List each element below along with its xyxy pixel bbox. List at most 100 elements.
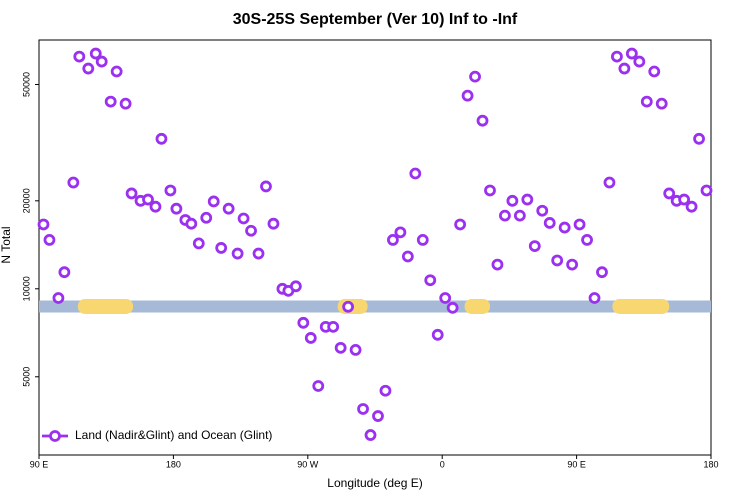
point: [521, 193, 534, 206]
point: [164, 184, 177, 197]
point: [394, 226, 407, 239]
point: [611, 50, 623, 63]
point: [439, 292, 452, 304]
y-tick-label: 20000: [21, 188, 31, 213]
point: [618, 62, 631, 75]
x-axis-label: Longitude (deg E): [327, 476, 422, 490]
point: [409, 167, 422, 180]
point: [469, 70, 481, 83]
point: [484, 184, 496, 197]
point: [155, 132, 168, 145]
point: [119, 97, 132, 110]
point: [312, 380, 325, 392]
band-highlight: [77, 298, 134, 314]
y-tick-label: 10000: [21, 276, 31, 301]
x-tick-label: 180: [703, 459, 718, 469]
point: [700, 184, 713, 197]
point: [267, 217, 280, 230]
point: [678, 193, 691, 206]
point: [185, 217, 198, 230]
point: [581, 233, 593, 246]
point: [596, 266, 608, 279]
point: [43, 233, 56, 246]
point: [401, 250, 414, 263]
point: [297, 316, 310, 329]
point: [52, 292, 65, 304]
point: [454, 218, 467, 231]
x-tick-label: 90 E: [30, 459, 49, 469]
point: [349, 343, 362, 356]
x-tick-label: 90 E: [567, 459, 586, 469]
point: [416, 233, 429, 246]
point: [110, 65, 123, 78]
point: [260, 180, 272, 193]
point: [372, 410, 384, 422]
point: [73, 50, 86, 63]
point: [663, 187, 676, 200]
point: [357, 403, 369, 415]
point: [222, 202, 235, 215]
point: [640, 95, 653, 108]
point: [231, 247, 244, 260]
point: [387, 233, 399, 246]
point: [625, 47, 638, 60]
point: [424, 274, 437, 287]
band-highlight: [612, 298, 670, 314]
point: [693, 132, 705, 145]
point: [536, 204, 549, 217]
point: [334, 341, 347, 354]
point: [327, 320, 340, 333]
point: [461, 89, 474, 102]
point: [149, 200, 162, 213]
point: [58, 266, 71, 279]
point: [95, 55, 108, 68]
point: [192, 237, 205, 250]
x-tick-label: 180: [166, 459, 181, 469]
point: [200, 211, 213, 224]
point: [446, 301, 459, 314]
y-tick-label: 50000: [21, 72, 31, 97]
point: [573, 218, 586, 231]
legend-marker: [49, 430, 61, 442]
point: [551, 254, 564, 267]
point: [528, 240, 541, 252]
point: [67, 176, 80, 189]
point: [364, 429, 377, 441]
point: [648, 65, 661, 78]
x-tick-label: 0: [440, 459, 445, 469]
band-highlight: [464, 298, 490, 314]
point: [566, 258, 579, 271]
point: [37, 218, 50, 231]
x-tick-label: 90 W: [297, 459, 319, 469]
point: [379, 384, 392, 397]
legend-label: Land (Nadir&Glint) and Ocean (Glint): [75, 428, 272, 442]
point: [104, 95, 117, 108]
point: [476, 114, 489, 127]
point: [558, 221, 571, 234]
point: [304, 332, 317, 344]
point: [245, 224, 257, 237]
point: [431, 328, 444, 341]
point: [685, 200, 698, 213]
plot-frame: [38, 39, 712, 456]
point: [89, 47, 102, 60]
point: [506, 194, 519, 207]
chart-title: 30S-25S September (Ver 10) Inf to -Inf: [233, 11, 518, 28]
point: [82, 62, 95, 75]
point: [633, 55, 646, 68]
point: [588, 292, 601, 304]
point: [499, 209, 511, 222]
point: [237, 212, 250, 225]
point: [252, 247, 265, 260]
point: [289, 280, 302, 293]
point: [207, 195, 220, 208]
y-tick-label: 5000: [21, 367, 31, 387]
point: [543, 217, 556, 229]
point: [513, 209, 526, 222]
y-axis-label: N Total: [0, 226, 13, 263]
point: [491, 258, 504, 271]
point: [215, 242, 228, 254]
point: [655, 97, 668, 110]
point: [342, 300, 355, 313]
